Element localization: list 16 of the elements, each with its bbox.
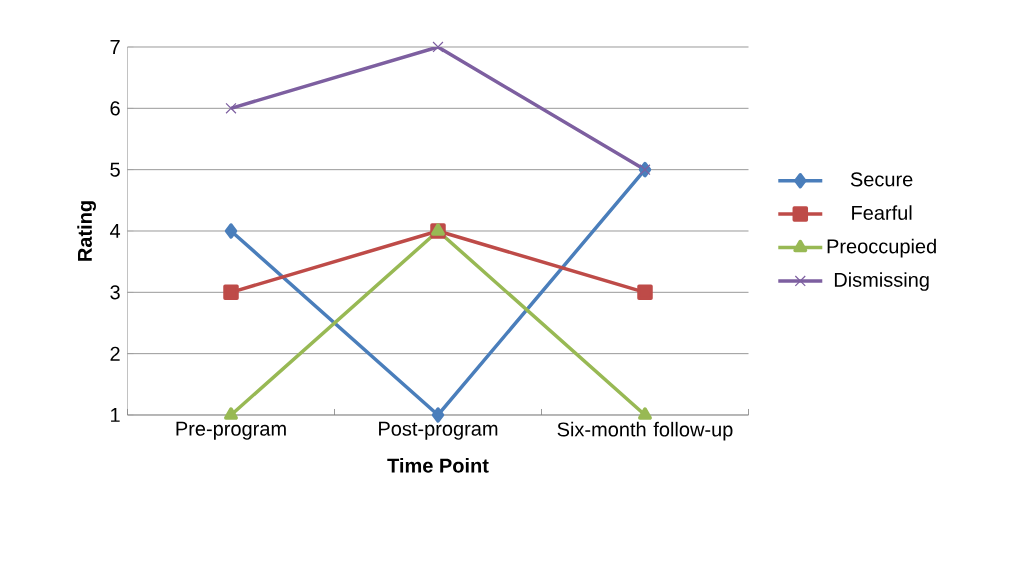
y-axis-title: Rating <box>77 201 96 261</box>
y-tick-label: 3 <box>110 285 120 300</box>
x-tick-label: Pre-program <box>176 421 286 440</box>
y-tick-label: 7 <box>110 40 120 54</box>
y-tick-label: 6 <box>110 101 120 116</box>
legend-label: Dismissing <box>834 272 929 291</box>
y-tick-label: 1 <box>111 408 120 422</box>
x-tick-label: Post-program <box>379 421 498 440</box>
legend-label: Preoccupied <box>827 238 936 258</box>
y-tick-label: 4 <box>109 224 121 238</box>
x-tick-label: Six-month follow-up <box>557 421 733 441</box>
y-tick-label: 5 <box>110 162 120 177</box>
legend-label: Secure <box>850 172 913 187</box>
legend-label: Fearful <box>852 205 912 220</box>
y-tick-label: 2 <box>110 346 120 361</box>
x-axis-title: Time Point <box>387 458 489 473</box>
